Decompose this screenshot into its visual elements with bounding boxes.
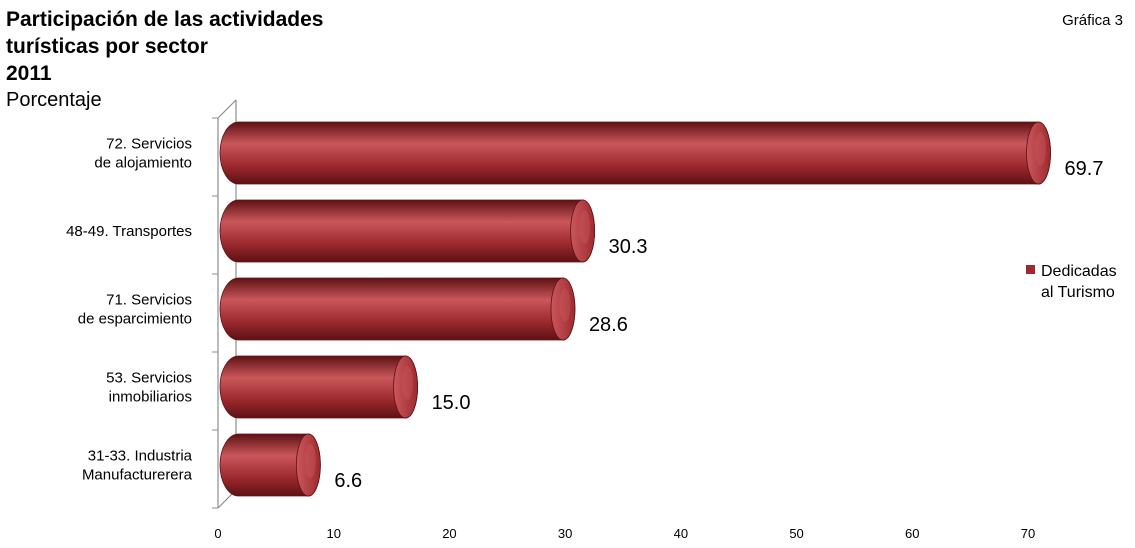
value-label: 15.0	[432, 392, 471, 414]
bar-body	[219, 277, 576, 341]
bar-cap	[393, 355, 418, 419]
bar-cap	[1026, 121, 1051, 185]
category-label: 48-49. Transportes	[66, 223, 192, 240]
labels: 69.7 72. Servicios de alojamiento 30.3 48-49…	[66, 136, 1103, 493]
axis-top-diagonal	[217, 99, 237, 119]
bar-cap-shine	[1035, 131, 1046, 167]
legend: Dedicadas al Turismo	[1026, 263, 1117, 301]
bar-body	[219, 121, 1051, 185]
category-label: de esparcimiento	[78, 311, 192, 328]
bar-cap	[295, 433, 321, 497]
x-tick-label: 50	[789, 526, 803, 541]
chart-number: Gráfica 3	[1062, 12, 1123, 29]
bar	[219, 355, 418, 419]
value-label: 6.6	[334, 470, 362, 492]
category-label: 71. Servicios	[106, 292, 192, 309]
category-label: de alojamiento	[94, 155, 192, 172]
bar-cap-shine	[579, 209, 591, 245]
bar-cap	[570, 199, 596, 263]
x-tick-label: 40	[674, 526, 688, 541]
legend-swatch	[1026, 265, 1035, 274]
x-tick-label: 20	[442, 526, 456, 541]
category-label: Manufacturerera	[82, 467, 193, 484]
x-tick-label: 0	[214, 526, 221, 541]
chart-title-line-2: turísticas por sector	[6, 35, 208, 58]
bar	[219, 199, 596, 263]
chart-title-line-1: Participación de las actividades	[6, 8, 324, 31]
value-label: 69.7	[1065, 158, 1104, 180]
bar	[219, 433, 321, 497]
x-tick-label: 60	[905, 526, 919, 541]
category-label: inmobiliarios	[109, 389, 192, 406]
value-label: 30.3	[609, 236, 648, 258]
x-tick-label: 70	[1021, 526, 1035, 541]
bar	[219, 277, 576, 341]
chart-title-line-3: 2011	[6, 62, 52, 85]
bar-cap-shine	[559, 287, 571, 323]
bar-cap-shine	[304, 443, 316, 479]
chart-subtitle: Porcentaje	[6, 89, 102, 111]
bar-cap	[550, 277, 576, 341]
bar-body	[219, 355, 418, 419]
title-block: Participación de las actividades turísti…	[6, 6, 323, 113]
x-tick-label: 10	[326, 526, 340, 541]
x-tick-label: 30	[558, 526, 572, 541]
category-label: 72. Servicios	[106, 136, 192, 153]
category-label: 31-33. Industria	[88, 448, 193, 465]
value-label: 28.6	[589, 314, 628, 336]
legend-label: al Turismo	[1041, 284, 1115, 301]
category-label: 53. Servicios	[106, 370, 192, 387]
bar-cap-shine	[402, 365, 413, 401]
legend-label: Dedicadas	[1041, 263, 1117, 280]
bar	[219, 121, 1051, 185]
bar-body	[219, 199, 595, 263]
bars	[219, 121, 1051, 497]
